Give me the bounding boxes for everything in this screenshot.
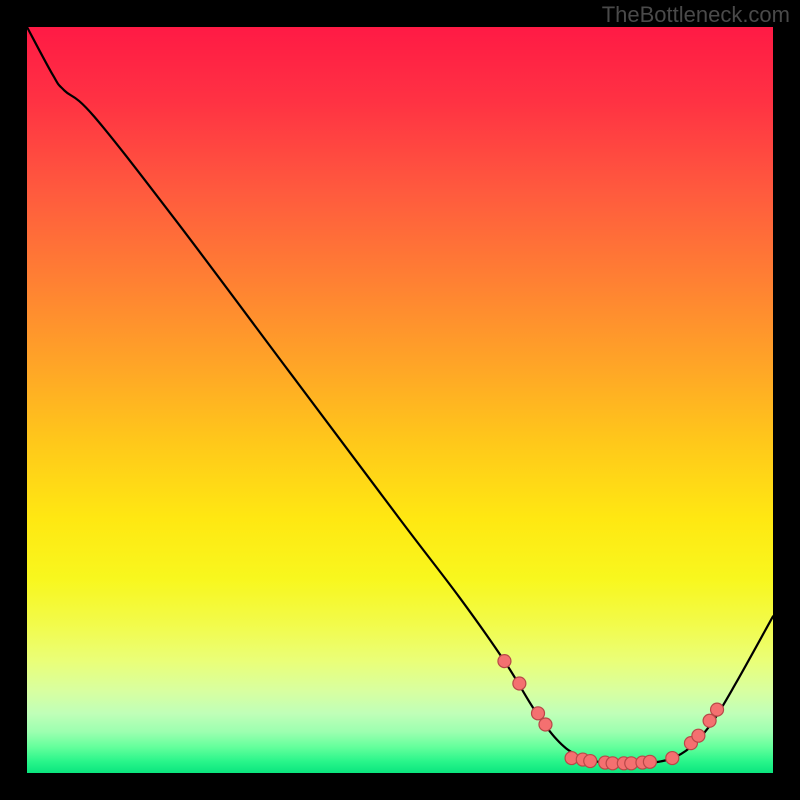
- curve-marker: [703, 714, 716, 727]
- chart-svg: [0, 0, 800, 800]
- curve-marker: [711, 703, 724, 716]
- curve-marker: [498, 655, 511, 668]
- curve-marker: [513, 677, 526, 690]
- curve-marker: [666, 752, 679, 765]
- gradient-background: [27, 27, 773, 773]
- chart-stage: TheBottleneck.com: [0, 0, 800, 800]
- curve-marker: [584, 755, 597, 768]
- attribution-label: TheBottleneck.com: [602, 2, 790, 28]
- curve-marker: [643, 755, 656, 768]
- curve-marker: [692, 729, 705, 742]
- curve-marker: [532, 707, 545, 720]
- curve-marker: [539, 718, 552, 731]
